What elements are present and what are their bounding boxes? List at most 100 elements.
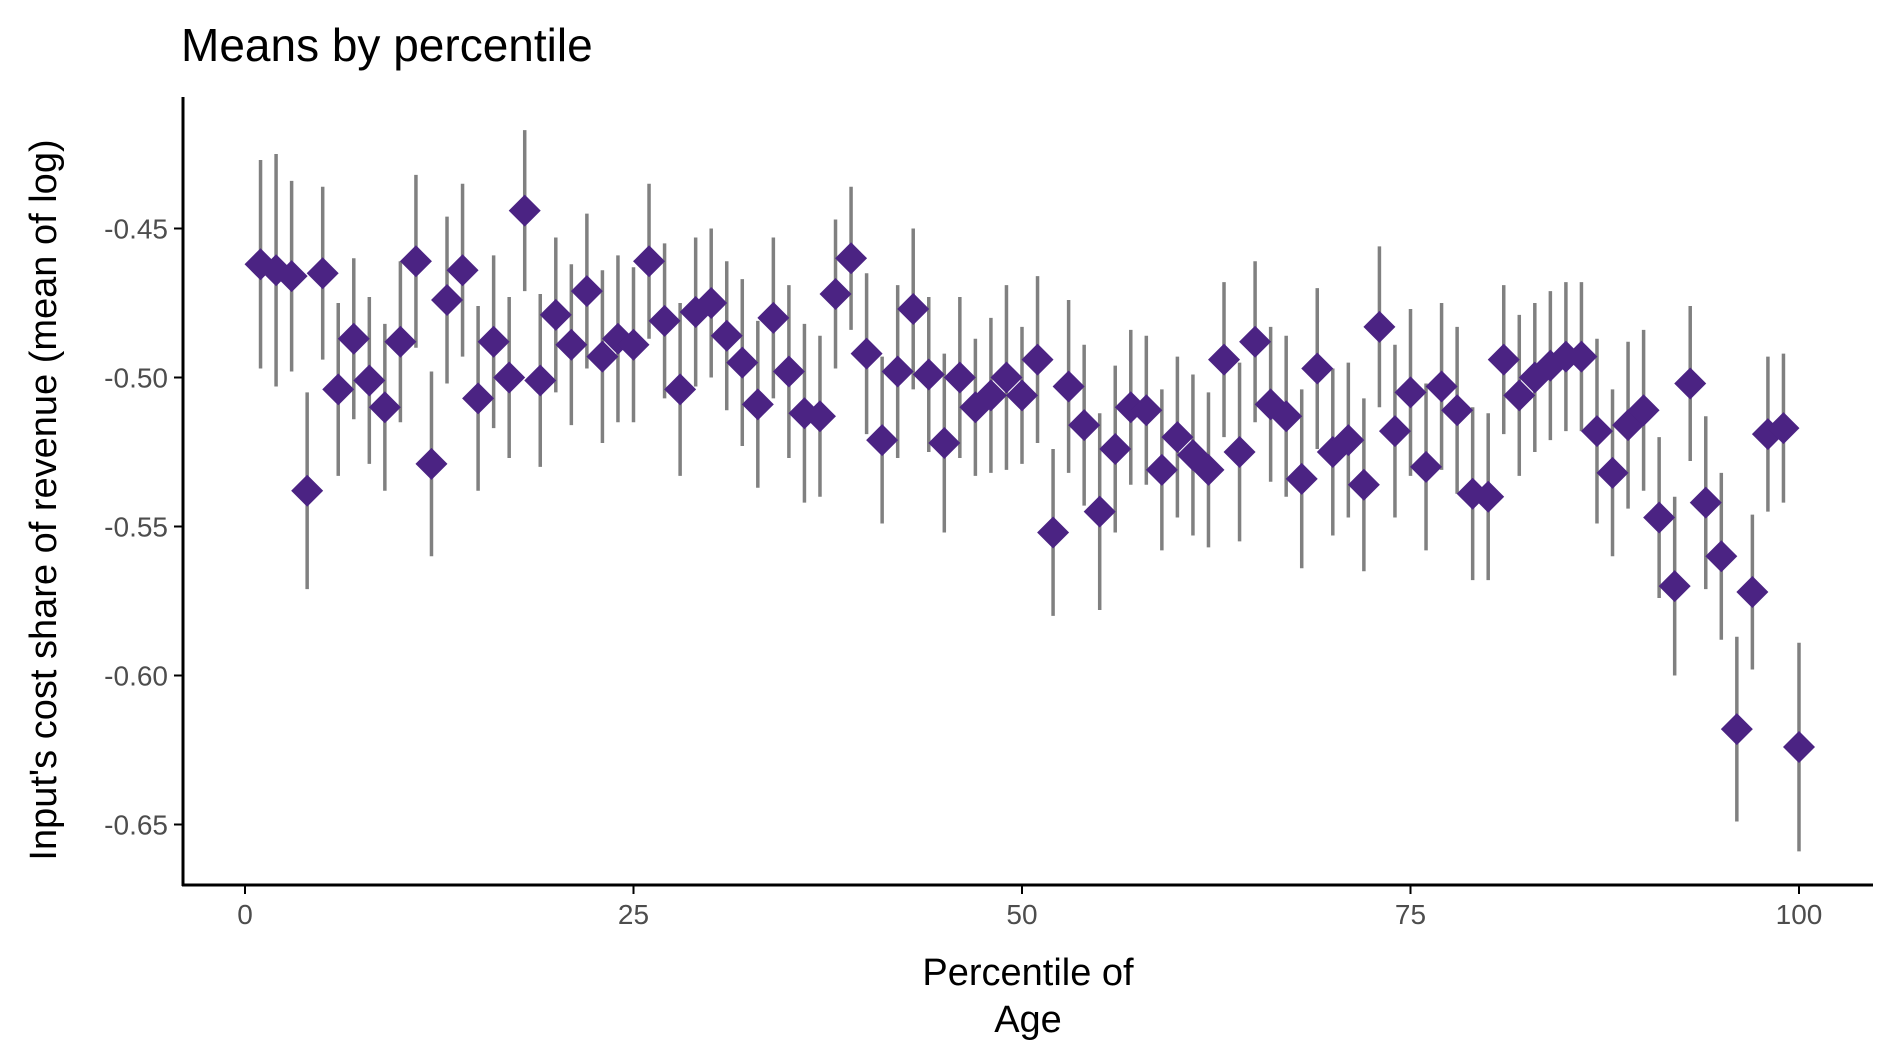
data-point [1378,415,1411,448]
data-point [633,245,666,278]
data-point [1767,412,1800,445]
data-point [1208,343,1241,376]
data-point [1363,310,1396,343]
data-point [772,355,805,388]
data-point [819,278,852,311]
data-point [368,391,401,424]
data-point [741,388,774,421]
data-point [710,319,743,352]
data-point [1223,436,1256,468]
data-point [1425,370,1458,403]
data-point [1130,394,1163,427]
data-point [1627,394,1660,427]
data-point [1783,731,1815,764]
data-point [1441,394,1474,427]
data-point [291,474,324,507]
data-point [586,340,619,373]
data-point [1052,370,1085,403]
data-point [835,242,868,275]
data-point [1689,486,1722,519]
data-point [897,292,930,325]
data-point [866,424,899,457]
data-point [1720,713,1753,746]
data-point [757,301,790,334]
data-point [1736,576,1769,609]
data-point [477,325,510,358]
data-point [1021,343,1054,376]
data-point [539,298,572,331]
data-point [1580,415,1613,448]
data-point [1239,325,1272,358]
point-layer [244,194,1815,764]
data-point [431,284,464,317]
data-point [415,447,448,480]
x-tick-label: 100 [1776,899,1823,930]
x-tick-label: 0 [237,899,253,930]
data-point [1596,456,1629,489]
data-point [1565,340,1598,373]
y-axis-ticks: -0.45 -0.50 -0.55 -0.60 -0.65 [104,214,183,841]
data-point [990,361,1023,394]
data-point [1145,453,1178,486]
data-point [1674,367,1707,400]
data-point [1394,376,1427,409]
data-point [1083,495,1116,528]
data-point [695,287,728,319]
data-point [1658,570,1691,603]
data-point [508,194,541,227]
data-point [1410,450,1443,483]
data-point [384,325,417,358]
data-point [353,364,386,397]
x-tick-label: 50 [1006,899,1037,930]
data-point [1192,453,1225,486]
data-point [1068,409,1101,442]
data-point [399,245,432,278]
data-point [726,346,759,379]
data-point [1472,480,1505,513]
data-point [1161,421,1194,454]
data-point [617,328,650,361]
y-tick-label: -0.60 [104,661,168,692]
data-point [1006,379,1038,412]
data-point [1487,343,1520,376]
data-point [1643,501,1676,534]
data-point [1503,379,1536,412]
data-point [1332,424,1365,457]
chart-title: Means by percentile [181,19,593,71]
data-point [881,355,914,388]
data-point [1285,462,1318,495]
data-point [943,361,976,394]
data-point [1037,516,1070,549]
data-point [912,358,945,391]
x-axis-title-line-2: Age [994,999,1062,1041]
data-point [337,322,370,355]
data-point [306,257,339,290]
data-point [446,254,479,287]
data-point [570,275,603,308]
x-axis-ticks: 0 25 50 75 100 [237,885,1822,930]
y-tick-label: -0.55 [104,512,168,543]
data-point [664,373,697,406]
data-point [1347,468,1380,501]
data-point [803,400,836,433]
data-point [322,373,355,406]
data-point [974,379,1007,412]
y-tick-label: -0.50 [104,363,168,394]
y-tick-label: -0.65 [104,810,168,841]
data-point [275,260,308,293]
x-tick-label: 75 [1395,899,1426,930]
x-tick-label: 25 [618,899,649,930]
data-point [462,382,495,415]
data-point [493,361,526,394]
errorbar-layer [258,130,1801,852]
data-point [648,304,681,337]
data-point [1270,400,1303,433]
data-point [555,328,588,361]
data-point [1705,540,1738,573]
data-point [1301,352,1334,385]
data-point [850,337,883,370]
data-point [524,364,557,397]
data-point [1099,433,1132,466]
y-tick-label: -0.45 [104,214,168,245]
